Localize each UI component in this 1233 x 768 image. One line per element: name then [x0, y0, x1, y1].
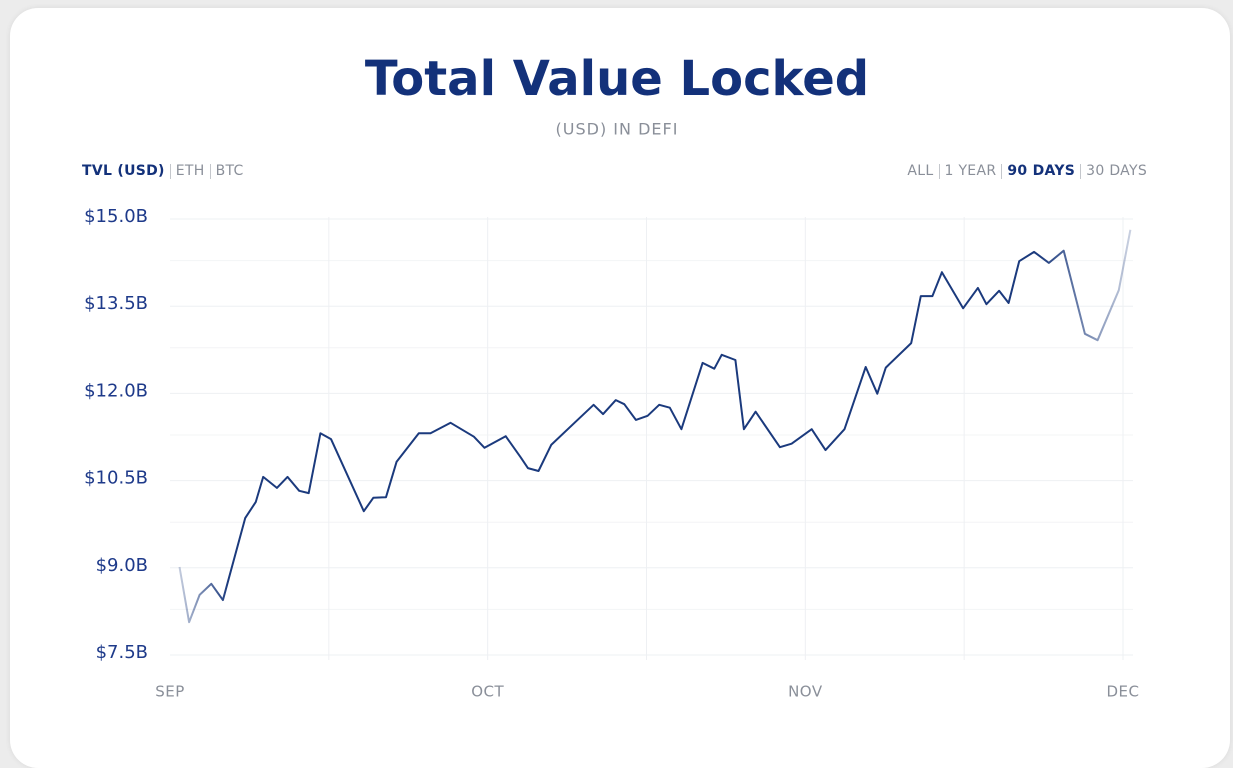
x-tick-label: DEC	[1106, 683, 1139, 701]
chart-title: Total Value Locked	[365, 51, 869, 107]
y-tick-label: $15.0B	[84, 206, 148, 227]
tab[interactable]: TVL (USD)	[82, 163, 165, 179]
unit-tabs: TVL (USD) ETH BTC	[82, 163, 244, 179]
y-tick-label: $10.5B	[84, 468, 148, 489]
line-series	[178, 229, 1132, 624]
separator	[1080, 163, 1082, 179]
separator	[1001, 163, 1003, 179]
y-tick-label: $9.0B	[96, 555, 148, 576]
separator	[938, 163, 940, 179]
card	[10, 8, 1230, 768]
y-tick-label: $7.5B	[96, 642, 148, 663]
tab[interactable]: BTC	[215, 163, 244, 179]
x-tick-label: OCT	[471, 683, 504, 701]
range-tabs: ALL 1 YEAR 90 DAYS 30 DAYS	[907, 163, 1147, 179]
tab[interactable]: 30 DAYS	[1086, 163, 1147, 179]
y-tick-label: $12.0B	[84, 380, 148, 401]
x-tick-label: NOV	[788, 683, 823, 701]
separator	[169, 163, 171, 179]
tab[interactable]: ALL	[907, 163, 934, 179]
separator	[209, 163, 211, 179]
chart-subtitle: (USD) IN DEFI	[556, 120, 679, 139]
tab[interactable]: ETH	[175, 163, 205, 179]
x-tick-label: SEP	[155, 683, 185, 701]
tab[interactable]: 1 YEAR	[944, 163, 997, 179]
tab[interactable]: 90 DAYS	[1007, 163, 1076, 179]
y-tick-label: $13.5B	[84, 293, 148, 314]
